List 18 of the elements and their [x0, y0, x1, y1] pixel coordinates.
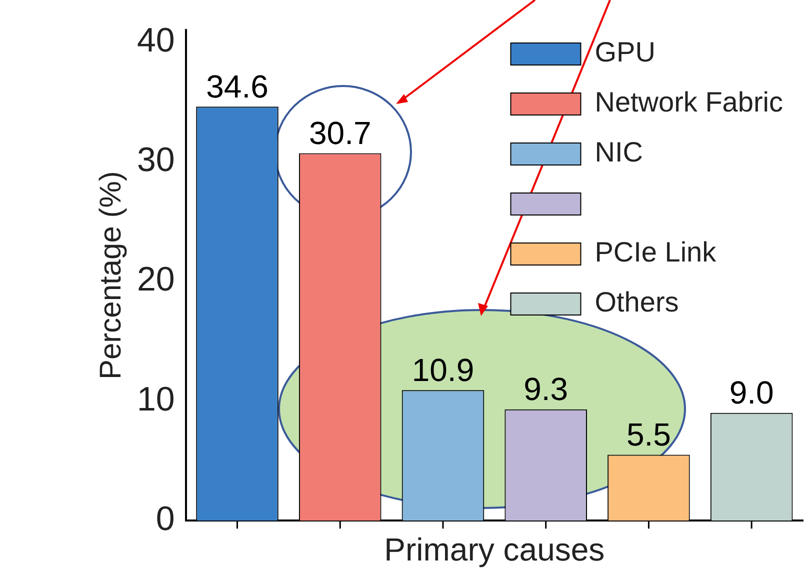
data-label: 34.6: [206, 68, 268, 104]
y-axis-title: Percentage (%): [94, 171, 128, 380]
y-tick-label: 10: [136, 380, 175, 418]
x-axis-title: Primary causes: [384, 532, 605, 568]
data-label: 5.5: [626, 416, 671, 453]
data-label: 9.3: [524, 371, 568, 408]
y-tick-label: 20: [136, 260, 175, 299]
legend-label: PCIe Link: [594, 236, 718, 268]
legend-label: Others: [594, 286, 679, 318]
y-tick-label: 30: [136, 141, 175, 179]
data-label: 10.9: [412, 352, 474, 388]
data-label: 30.7: [308, 115, 372, 152]
legend-label: GPU: [594, 36, 656, 68]
legend-label: NIC: [594, 136, 643, 168]
y-tick-label: 0: [156, 500, 175, 538]
data-label: 9.0: [729, 374, 774, 411]
legend-label: Network Fabric: [594, 86, 784, 118]
y-tick-label: 40: [136, 21, 175, 60]
